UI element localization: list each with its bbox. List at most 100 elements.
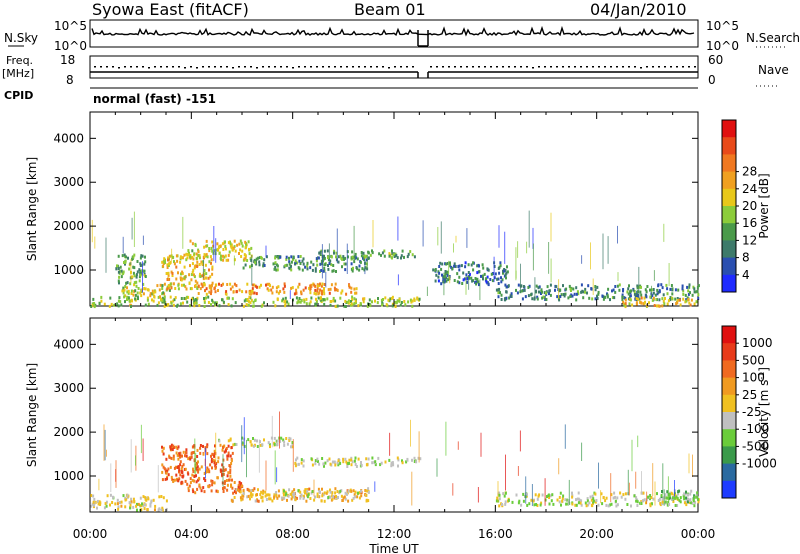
echo-cell — [642, 491, 645, 495]
echo-cell — [396, 256, 399, 260]
echo-cell — [309, 287, 312, 290]
echo-cell — [297, 266, 300, 270]
echo-cell — [561, 499, 564, 503]
echo-cell — [678, 298, 681, 302]
echo-cell — [168, 262, 170, 266]
echo-cell — [151, 289, 154, 293]
echo-cell — [283, 290, 286, 294]
echo-cell — [303, 489, 306, 493]
echo-cell — [365, 493, 368, 497]
echo-streak — [654, 481, 656, 506]
echo-cell — [100, 295, 103, 299]
echo-cell — [635, 499, 638, 503]
echo-cell — [221, 242, 224, 246]
echo-cell — [191, 445, 194, 449]
echo-cell — [640, 296, 643, 300]
echo-cell — [633, 292, 636, 296]
echo-cell — [596, 285, 599, 289]
echo-cell — [350, 302, 353, 306]
echo-cell — [122, 286, 125, 290]
echo-cell — [606, 295, 609, 299]
echo-cell — [109, 493, 112, 497]
echo-streak — [493, 256, 495, 283]
echo-streak — [271, 415, 273, 448]
echo-cell — [384, 460, 387, 464]
echo-cell — [679, 496, 682, 500]
echo-cell — [693, 504, 696, 508]
echo-cell — [587, 503, 590, 507]
echo-cell — [208, 286, 211, 290]
echo-cell — [322, 493, 325, 497]
x-tick-label: 00:00 — [73, 527, 108, 541]
echo-cell — [344, 457, 347, 461]
echo-cell — [238, 242, 241, 246]
echo-cell — [135, 504, 138, 508]
echo-cell — [139, 273, 142, 277]
echo-cell — [327, 496, 330, 499]
echo-cell — [184, 479, 187, 483]
echo-cell — [206, 452, 209, 456]
echo-cell — [491, 279, 494, 283]
echo-cell — [596, 296, 599, 300]
echo-cell — [136, 260, 139, 263]
colorbar-segment — [722, 274, 736, 293]
echo-cell — [342, 460, 345, 464]
echo-cell — [664, 297, 666, 300]
echo-cell — [671, 287, 674, 291]
echo-cell — [144, 496, 147, 500]
echo-streak — [544, 478, 546, 506]
echo-cell — [614, 499, 617, 503]
echo-cell — [354, 456, 357, 460]
echo-cell — [651, 294, 654, 298]
echo-cell — [213, 481, 216, 485]
echo-cell — [334, 463, 337, 467]
echo-cell — [235, 488, 238, 491]
echo-cell — [139, 262, 142, 266]
echo-cell — [300, 461, 303, 465]
echo-streak — [397, 216, 399, 241]
echo-cell — [677, 492, 680, 496]
echo-cell — [310, 296, 313, 300]
echo-streak — [258, 439, 260, 473]
echo-cell — [167, 303, 170, 307]
echo-cell — [171, 274, 174, 277]
echo-cell — [178, 453, 181, 457]
echo-cell — [480, 274, 482, 278]
echo-cell — [255, 292, 258, 296]
nave-dot — [136, 66, 138, 68]
echo-cell — [163, 282, 166, 286]
nave-dot — [250, 66, 252, 68]
echo-cell — [392, 463, 395, 467]
echo-cell — [215, 465, 217, 469]
echo-cell — [307, 493, 310, 497]
echo-cell — [664, 493, 667, 497]
echo-cell — [250, 246, 253, 250]
echo-streak — [222, 454, 224, 487]
echo-cell — [252, 437, 254, 440]
echo-cell — [124, 285, 127, 288]
nave-dot — [664, 66, 666, 68]
echo-cell — [229, 454, 232, 458]
echo-cell — [99, 503, 102, 506]
echo-cell — [267, 493, 270, 497]
echo-cell — [616, 496, 619, 500]
echo-cell — [498, 491, 501, 495]
echo-cell — [591, 494, 594, 498]
echo-cell — [169, 261, 172, 265]
echo-cell — [327, 264, 329, 267]
echo-cell — [616, 503, 619, 507]
echo-streak — [517, 241, 519, 258]
echo-cell — [274, 256, 277, 260]
echo-cell — [251, 289, 254, 293]
echo-cell — [661, 297, 664, 301]
echo-cell — [507, 284, 510, 288]
echo-cell — [164, 477, 167, 481]
echo-cell — [117, 270, 120, 274]
echo-cell — [398, 297, 401, 301]
echo-cell — [189, 481, 192, 485]
echo-cell — [124, 262, 126, 266]
echo-cell — [287, 302, 290, 306]
echo-cell — [326, 459, 329, 463]
echo-cell — [367, 457, 370, 461]
echo-cell — [226, 474, 229, 478]
